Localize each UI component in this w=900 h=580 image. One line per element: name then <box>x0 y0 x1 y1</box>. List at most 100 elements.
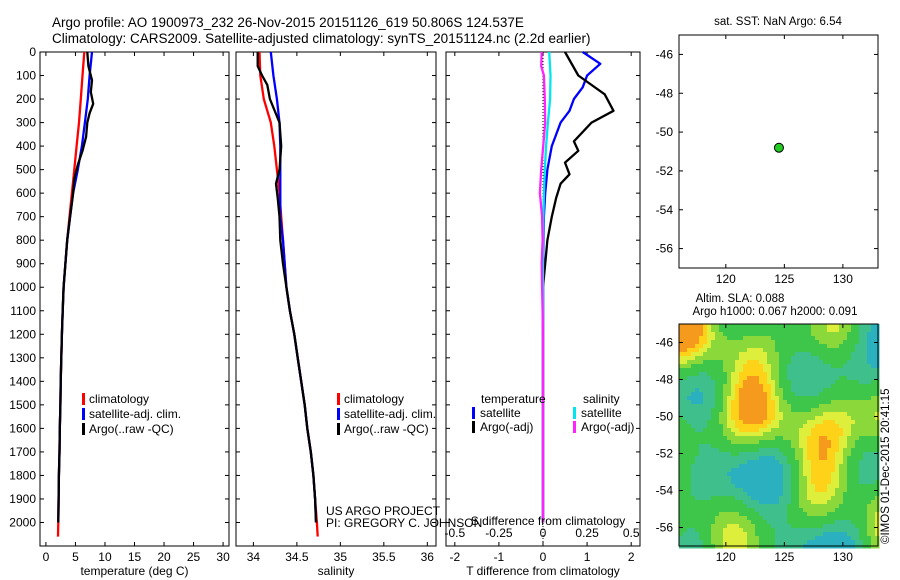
x-tick-label: 34.5 <box>285 550 309 564</box>
heatmap-cell <box>731 360 736 365</box>
heatmap-cell <box>775 520 780 525</box>
heatmap-cell <box>875 328 880 333</box>
heatmap-cell <box>727 400 732 405</box>
heatmap-cell <box>831 496 836 501</box>
heatmap-cell <box>699 540 704 545</box>
heatmap-cell <box>795 408 800 413</box>
heatmap-cell <box>851 516 856 521</box>
heatmap-cell <box>807 428 812 433</box>
heatmap-cell <box>783 372 788 377</box>
heatmap-cell <box>727 408 732 413</box>
heatmap-cell <box>875 476 880 481</box>
heatmap-cell <box>747 472 752 477</box>
heatmap-cell <box>779 368 784 373</box>
heatmap-cell <box>707 384 712 389</box>
heatmap-cell <box>827 384 832 389</box>
heatmap-cell <box>875 480 880 485</box>
heatmap-cell <box>863 324 868 329</box>
heatmap-cell <box>859 420 864 425</box>
heatmap-cell <box>763 472 768 477</box>
heatmap-cell <box>787 356 792 361</box>
heatmap-cell <box>699 376 704 381</box>
heatmap-cell <box>715 508 720 513</box>
heatmap-cell <box>739 340 744 345</box>
heatmap-cell <box>791 380 796 385</box>
heatmap-cell <box>715 484 720 489</box>
heatmap-cell <box>683 508 688 513</box>
heatmap-cell <box>791 328 796 333</box>
heatmap-cell <box>731 484 736 489</box>
heatmap-cell <box>691 364 696 369</box>
heatmap-cell <box>683 524 688 529</box>
heatmap-cell <box>851 392 856 397</box>
heatmap-cell <box>691 496 696 501</box>
heatmap-cell <box>731 404 736 409</box>
heatmap-cell <box>715 504 720 509</box>
heatmap-cell <box>787 516 792 521</box>
heatmap-cell <box>835 348 840 353</box>
heatmap-cell <box>867 416 872 421</box>
heatmap-cell <box>783 528 788 533</box>
heatmap-cell <box>767 336 772 341</box>
heatmap-cell <box>795 512 800 517</box>
heatmap-cell <box>715 424 720 429</box>
heatmap-cell <box>863 500 868 505</box>
heatmap-cell <box>835 432 840 437</box>
heatmap-cell <box>735 416 740 421</box>
heatmap-cell <box>847 528 852 533</box>
heatmap-cell <box>859 468 864 473</box>
heatmap-cell <box>759 440 764 445</box>
heatmap-cell <box>851 508 856 513</box>
heatmap-cell <box>763 528 768 533</box>
heatmap-cell <box>723 364 728 369</box>
heatmap-cell <box>699 372 704 377</box>
heatmap-cell <box>751 432 756 437</box>
heatmap-cell <box>679 408 684 413</box>
heatmap-cell <box>875 512 880 517</box>
heatmap-cell <box>735 512 740 517</box>
heatmap-cell <box>711 348 716 353</box>
heatmap-cell <box>787 428 792 433</box>
heatmap-cell <box>875 484 880 489</box>
heatmap-cell <box>723 500 728 505</box>
heatmap-cell <box>795 488 800 493</box>
heatmap-cell <box>827 500 832 505</box>
heatmap-cell <box>723 536 728 541</box>
heatmap-cell <box>807 388 812 393</box>
heatmap-cell <box>839 496 844 501</box>
heatmap-cell <box>839 500 844 505</box>
heatmap-cell <box>839 408 844 413</box>
heatmap-cell <box>791 352 796 357</box>
heatmap-cell <box>679 480 684 485</box>
heatmap-cell <box>827 440 832 445</box>
heatmap-cell <box>735 420 740 425</box>
heatmap-cell <box>687 356 692 361</box>
heatmap-cell <box>683 356 688 361</box>
s-axis-label: S difference from climatology <box>471 514 626 528</box>
heatmap-cell <box>747 416 752 421</box>
heatmap-cell <box>743 432 748 437</box>
heatmap-cell <box>711 384 716 389</box>
heatmap-cell <box>783 464 788 469</box>
heatmap-cell <box>831 448 836 453</box>
heatmap-cell <box>727 416 732 421</box>
heatmap-cell <box>863 380 868 385</box>
heatmap-cell <box>871 352 876 357</box>
heatmap-cell <box>787 532 792 537</box>
heatmap-cell <box>847 468 852 473</box>
heatmap-cell <box>687 480 692 485</box>
heatmap-cell <box>759 444 764 449</box>
heatmap-cell <box>751 356 756 361</box>
heatmap-cell <box>739 328 744 333</box>
heatmap-cell <box>835 480 840 485</box>
heatmap-cell <box>759 404 764 409</box>
heatmap-cell <box>799 364 804 369</box>
heatmap-cell <box>815 532 820 537</box>
heatmap-cell <box>843 436 848 441</box>
heatmap-cell <box>747 380 752 385</box>
heatmap-cell <box>843 336 848 341</box>
heatmap-cell <box>847 520 852 525</box>
heatmap-cell <box>767 504 772 509</box>
heatmap-cell <box>683 484 688 489</box>
heatmap-cell <box>875 324 880 329</box>
